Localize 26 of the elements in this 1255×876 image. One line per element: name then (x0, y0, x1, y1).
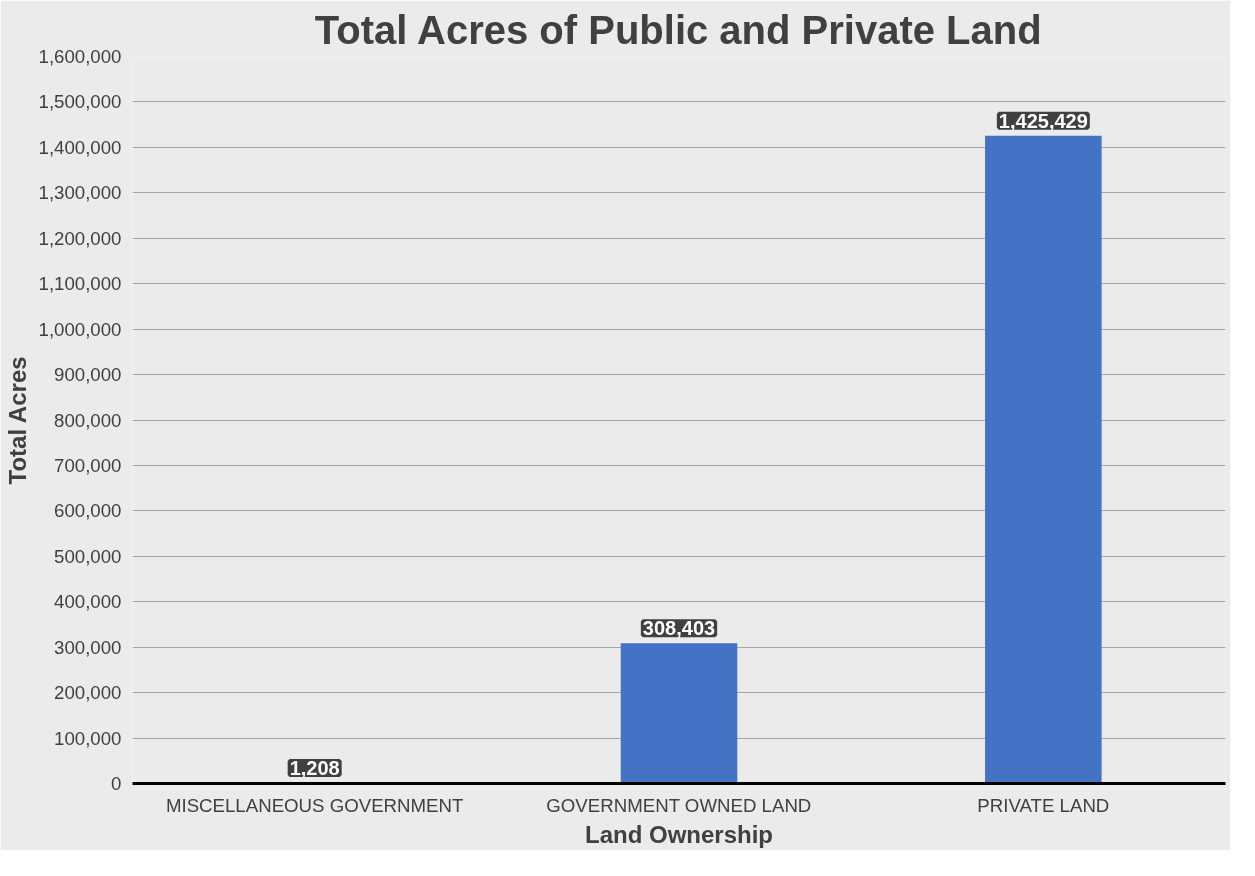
y-tick-label: 300,000 (54, 636, 122, 658)
y-tick-label: 1,300,000 (38, 182, 122, 204)
y-tick-label: 800,000 (54, 409, 122, 431)
y-tick-label: 100,000 (54, 727, 122, 749)
x-tick-label: MISCELLANEOUS GOVERNMENT (165, 794, 464, 816)
y-tick-label: 1,000,000 (38, 318, 122, 340)
data-label: 1,208 (289, 756, 340, 779)
y-tick-label: 900,000 (54, 364, 122, 386)
x-axis-title: Land Ownership (584, 820, 774, 848)
y-tick-label: 200,000 (54, 682, 122, 704)
chart-title: Total Acres of Public and Private Land (314, 7, 1042, 52)
y-tick-label: 1,100,000 (38, 273, 122, 295)
y-tick-label: 600,000 (54, 500, 122, 522)
y-axis-title: Total Acres (3, 356, 31, 485)
y-tick-label: 1,600,000 (38, 46, 122, 67)
y-tick-label: 1,400,000 (38, 136, 122, 158)
x-tick-label: PRIVATE LAND (977, 794, 1110, 816)
y-tick-label: 400,000 (54, 591, 122, 613)
data-label: 308,403 (642, 617, 716, 640)
y-tick-label: 500,000 (54, 545, 122, 567)
x-tick-label: GOVERNMENT OWNED LAND (546, 794, 812, 816)
y-tick-label: 700,000 (54, 454, 122, 476)
y-tick-label: 1,200,000 (38, 227, 122, 249)
y-tick-label: 1,500,000 (38, 91, 122, 113)
y-tick-label: 0 (111, 773, 122, 794)
data-label: 1,425,429 (998, 109, 1088, 132)
